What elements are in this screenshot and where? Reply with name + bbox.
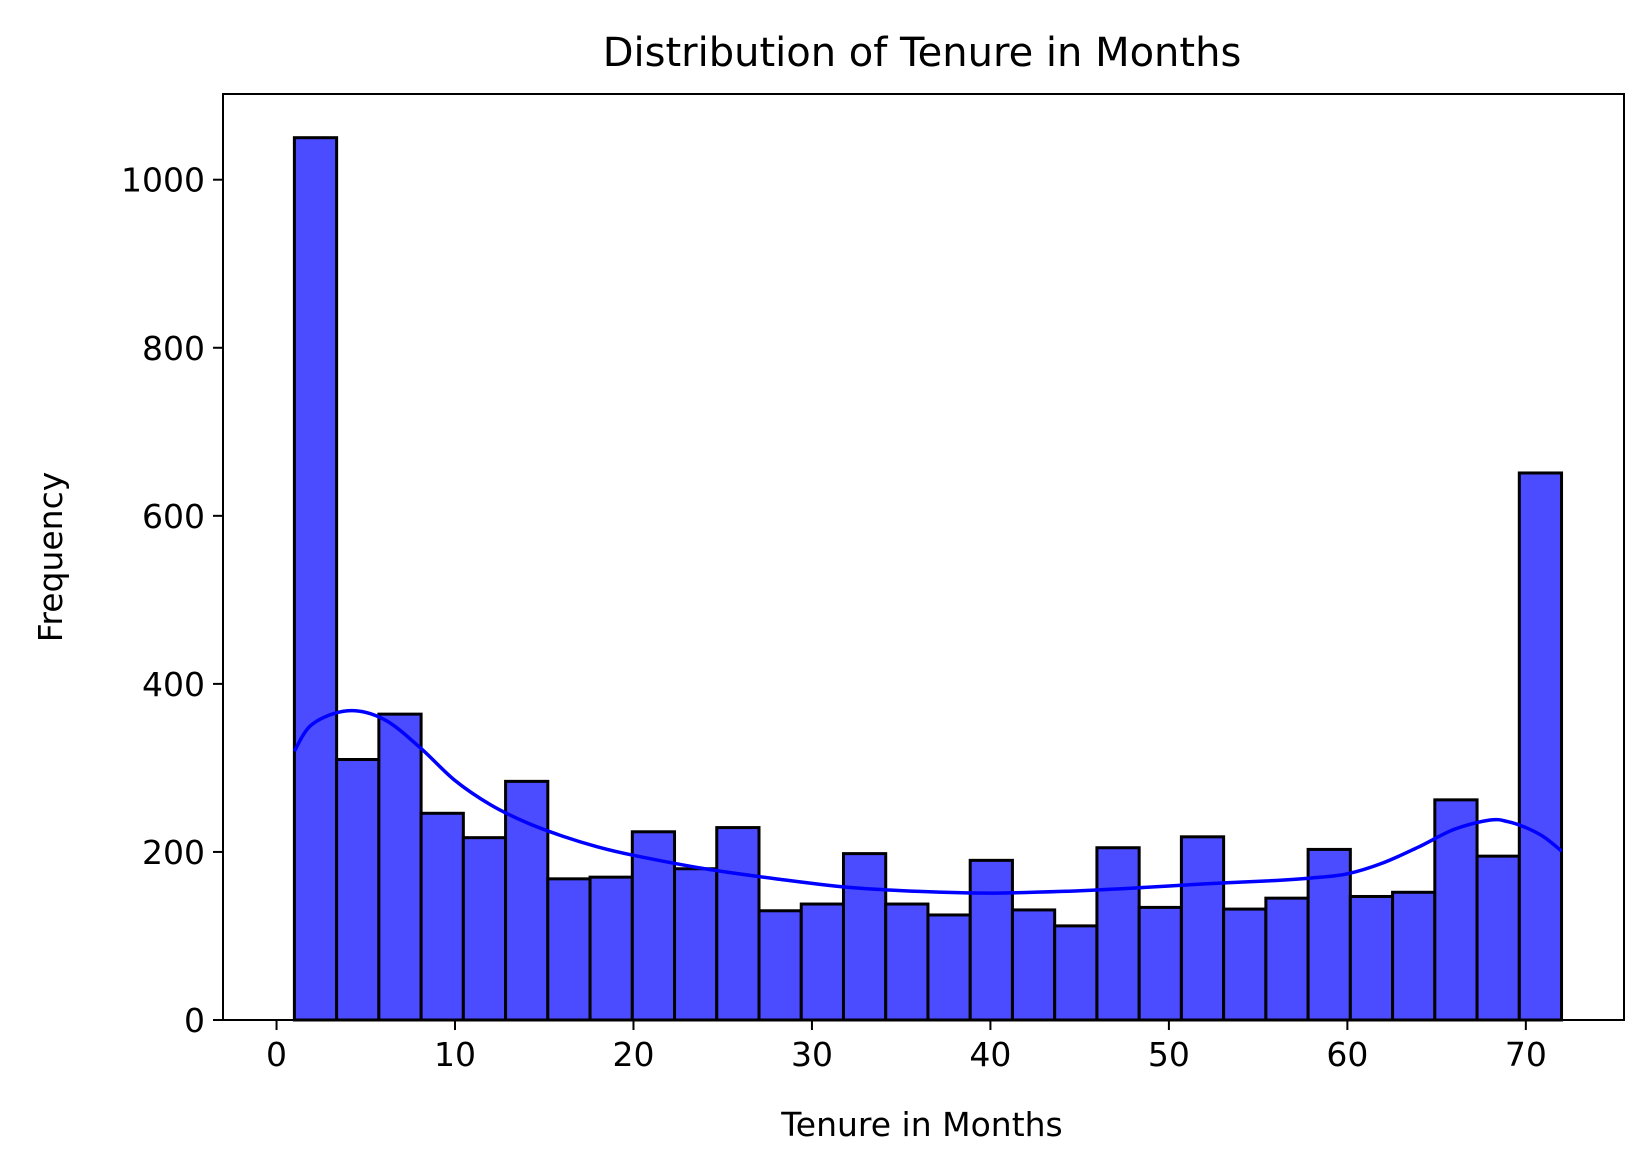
x-axis-label: Tenure in Months bbox=[780, 1105, 1063, 1144]
histogram-bar bbox=[1475, 854, 1521, 1022]
x-tick-label: 40 bbox=[969, 1035, 1011, 1074]
y-tick-label: 1000 bbox=[121, 161, 205, 200]
y-tick-label: 800 bbox=[142, 329, 205, 368]
histogram-bar bbox=[1433, 798, 1479, 1022]
histogram-bar bbox=[1010, 908, 1057, 1022]
x-tick-label: 30 bbox=[791, 1035, 833, 1074]
x-tick-label: 10 bbox=[434, 1035, 476, 1074]
histogram-bar bbox=[1391, 890, 1437, 1022]
histogram-bar bbox=[1222, 907, 1268, 1022]
histogram-bar bbox=[926, 913, 972, 1022]
histogram-bar bbox=[968, 858, 1014, 1022]
histogram-bar bbox=[292, 136, 339, 1022]
histogram-bar bbox=[335, 758, 381, 1022]
histogram-bar bbox=[1179, 835, 1226, 1022]
histogram-bar bbox=[799, 902, 845, 1022]
histogram-bar bbox=[377, 712, 423, 1022]
histogram-bar bbox=[546, 877, 592, 1022]
y-tick-label: 400 bbox=[142, 665, 205, 704]
x-axis-ticks: 0 10 20 30 40 50 60 70 bbox=[266, 1020, 1547, 1074]
histogram-bar bbox=[1517, 471, 1564, 1022]
x-tick-label: 20 bbox=[612, 1035, 654, 1074]
y-axis-label: Frequency bbox=[31, 472, 70, 642]
plot-frame bbox=[222, 93, 1625, 1021]
histogram-bar bbox=[1264, 896, 1310, 1022]
x-tick-label: 60 bbox=[1326, 1035, 1368, 1074]
histogram-bars bbox=[292, 136, 1564, 1022]
y-tick-label: 600 bbox=[142, 497, 205, 536]
histogram-bar bbox=[1053, 924, 1099, 1022]
histogram-bar bbox=[1095, 846, 1141, 1022]
y-tick-label: 200 bbox=[142, 833, 205, 872]
y-tick-label: 0 bbox=[184, 1001, 205, 1040]
histogram-bar bbox=[419, 811, 465, 1022]
histogram-bar bbox=[673, 867, 719, 1022]
kde-curve bbox=[292, 708, 1563, 895]
y-axis-ticks: 0 200 400 600 800 1000 bbox=[121, 161, 223, 1040]
histogram-bar bbox=[757, 909, 803, 1022]
x-tick-label: 70 bbox=[1505, 1035, 1547, 1074]
histogram-bar bbox=[1137, 905, 1183, 1022]
x-tick-label: 50 bbox=[1148, 1035, 1190, 1074]
histogram-bar bbox=[588, 875, 634, 1022]
histogram-bar bbox=[461, 836, 508, 1022]
x-tick-label: 0 bbox=[266, 1035, 287, 1074]
histogram-bar bbox=[1348, 894, 1395, 1022]
histogram-bar bbox=[715, 826, 761, 1022]
histogram-bar bbox=[841, 852, 888, 1022]
chart-title: Distribution of Tenure in Months bbox=[603, 30, 1242, 76]
histogram-bar bbox=[884, 902, 930, 1022]
